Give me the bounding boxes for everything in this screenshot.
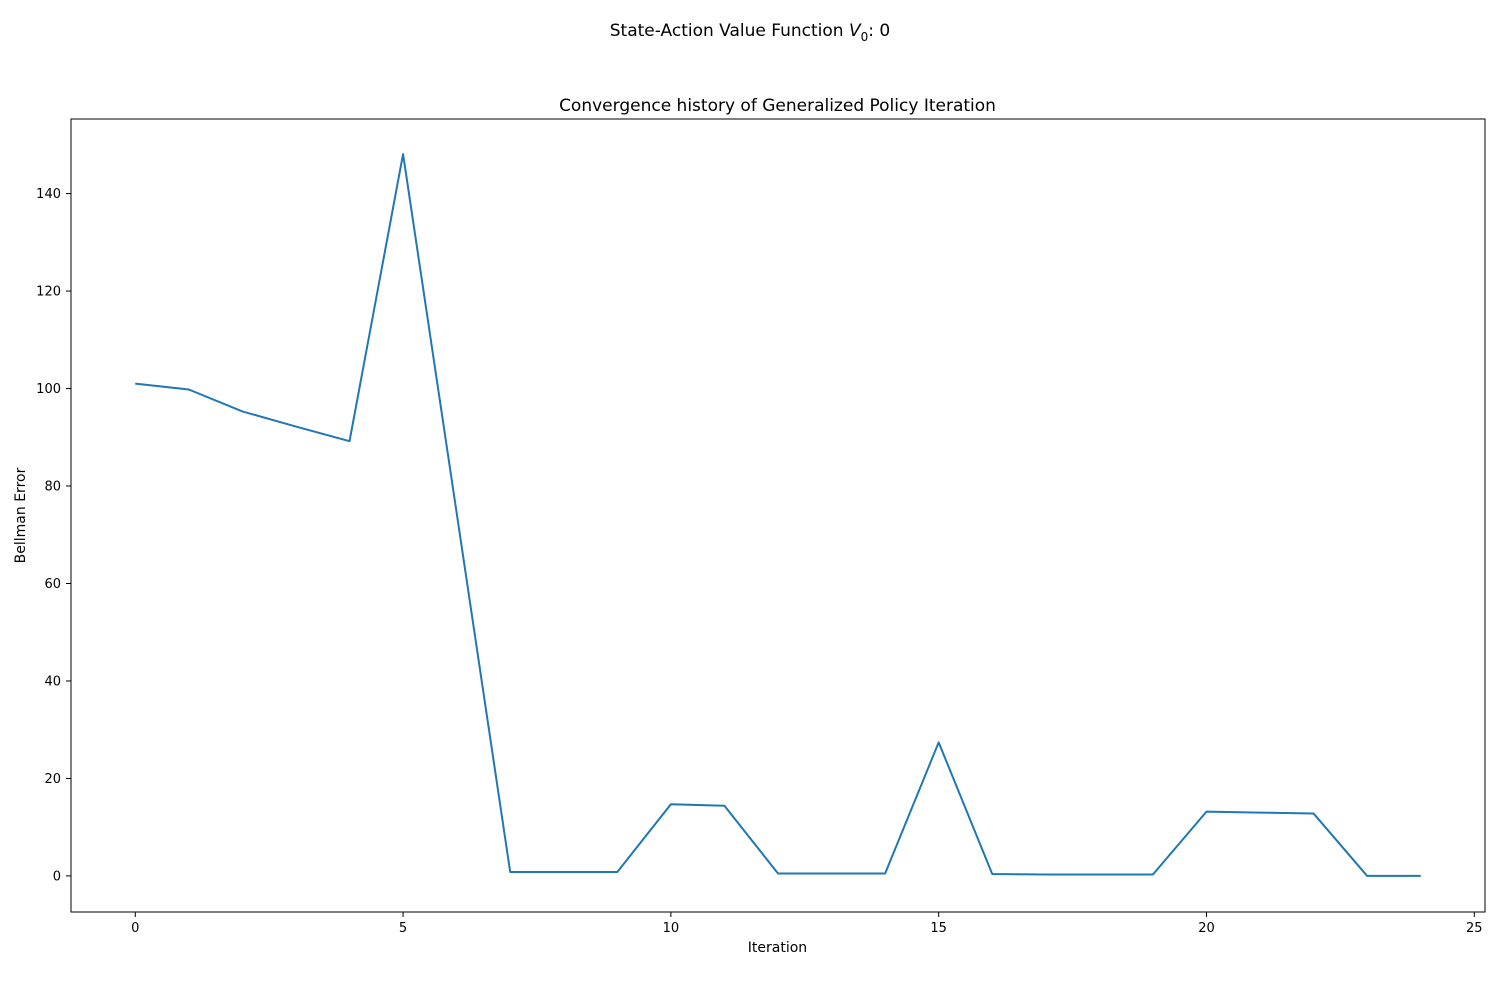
x-tick-label: 20 [1198,921,1215,936]
y-axis-label: Bellman Error [13,467,29,563]
x-axis-label: Iteration [748,940,807,956]
x-tick-label: 5 [399,921,407,936]
x-axis-ticks: 0 5 10 15 20 25 [131,912,1483,936]
y-axis-ticks: 0 20 40 60 80 100 120 140 [36,187,71,884]
axes-frame [70,118,1486,913]
y-tick-label: 20 [44,772,61,787]
x-tick-label: 25 [1466,921,1483,936]
figure-suptitle: State-Action Value Function V0: 0 [610,21,890,44]
x-tick-label: 10 [663,921,680,936]
series-line-0 [135,153,1421,877]
y-tick-label: 120 [36,285,61,300]
x-tick-label: 15 [930,921,947,936]
y-tick-label: 80 [44,480,61,495]
y-tick-label: 60 [44,577,61,592]
y-tick-label: 40 [44,674,61,689]
plot-area [135,153,1421,877]
chart-title: Convergence history of Generalized Polic… [559,96,996,116]
x-tick-label: 0 [131,921,139,936]
y-tick-label: 0 [53,869,61,884]
y-tick-label: 140 [36,187,61,202]
y-tick-label: 100 [36,382,61,397]
